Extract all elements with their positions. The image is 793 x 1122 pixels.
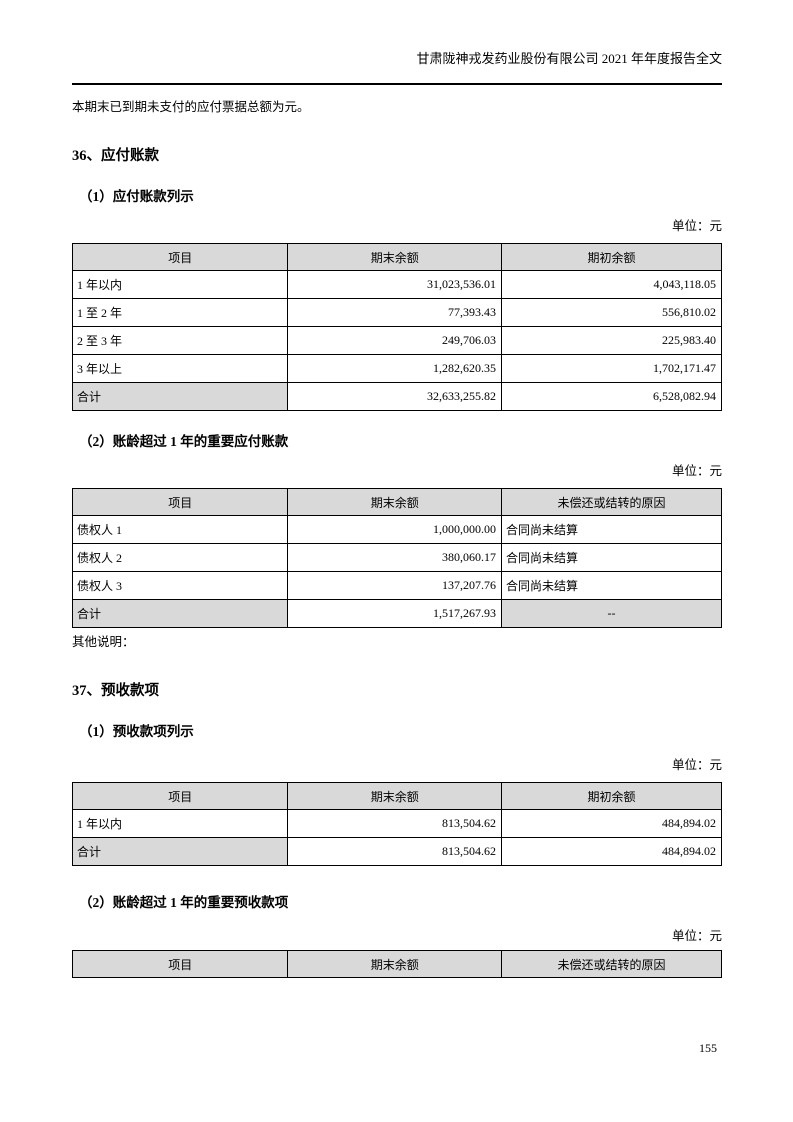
header-title: 甘肃陇神戎发药业股份有限公司 2021 年年度报告全文 (416, 51, 722, 66)
column-header-item: 项目 (71, 488, 289, 516)
table-row: 2 至 3 年 249,706.03 225,983.40 (71, 326, 723, 355)
amount-cell: 556,810.02 (500, 298, 723, 327)
total-label-cell: 合计 (71, 382, 289, 411)
column-header-reason: 未偿还或结转的原因 (500, 488, 723, 516)
unit-label: 单位：元 (671, 758, 722, 772)
advances-received-table: 项目 期末余额 期初余额 1 年以内 813,504.62 484,894.02… (71, 782, 723, 866)
column-header-item: 项目 (71, 782, 289, 810)
row-label-cell: 3 年以上 (71, 354, 289, 383)
amount-cell: 1,282,620.35 (287, 354, 502, 383)
column-header-beginning-balance: 期初余额 (500, 243, 723, 271)
reason-cell: 合同尚未结算 (500, 571, 723, 600)
row-label-cell: 债权人 3 (71, 571, 289, 600)
unit-label: 单位：元 (671, 464, 722, 478)
amount-cell: 4,043,118.05 (500, 270, 723, 299)
table-row: 1 年以内 813,504.62 484,894.02 (71, 809, 723, 838)
other-notes-label: 其他说明： (72, 635, 135, 649)
table-row: 1 年以内 31,023,536.01 4,043,118.05 (71, 270, 723, 299)
column-header-reason: 未偿还或结转的原因 (500, 950, 723, 978)
page-content: 甘肃陇神戎发药业股份有限公司 2021 年年度报告全文 本期末已到期未支付的应付… (71, 0, 723, 978)
row-label-cell: 2 至 3 年 (71, 326, 289, 355)
amount-cell: 1,000,000.00 (287, 515, 502, 544)
unit-label: 单位：元 (671, 219, 722, 233)
table-header-row: 项目 期末余额 期初余额 (71, 782, 723, 810)
amount-cell: 31,023,536.01 (287, 270, 502, 299)
total-label-cell: 合计 (71, 837, 289, 866)
amount-cell: 484,894.02 (500, 809, 723, 838)
section-37-sub1-title: （1）预收款项列示 (79, 724, 194, 739)
column-header-ending-balance: 期末余额 (287, 950, 502, 978)
accounts-payable-aging-table: 项目 期末余额 期初余额 1 年以内 31,023,536.01 4,043,1… (71, 243, 723, 411)
total-amount-cell: 484,894.02 (500, 837, 723, 866)
table-row: 3 年以上 1,282,620.35 1,702,171.47 (71, 354, 723, 383)
amount-cell: 1,702,171.47 (500, 354, 723, 383)
table-header-row: 项目 期末余额 未偿还或结转的原因 (71, 488, 723, 516)
total-amount-cell: 32,633,255.82 (287, 382, 502, 411)
total-label-cell: 合计 (71, 599, 289, 628)
row-label-cell: 债权人 2 (71, 543, 289, 572)
page-footer: 155 (699, 1041, 717, 1056)
table-total-row: 合计 1,517,267.93 -- (71, 599, 723, 628)
section-37-title: 37、预收款项 (72, 683, 159, 699)
amount-cell: 77,393.43 (287, 298, 502, 327)
row-label-cell: 债权人 1 (71, 515, 289, 544)
total-amount-cell: 1,517,267.93 (287, 599, 502, 628)
amount-cell: 380,060.17 (287, 543, 502, 572)
important-payables-over-1-year-table: 项目 期末余额 未偿还或结转的原因 债权人 1 1,000,000.00 合同尚… (71, 488, 723, 628)
table-row: 债权人 1 1,000,000.00 合同尚未结算 (71, 515, 723, 544)
column-header-item: 项目 (71, 243, 289, 271)
total-amount-cell: 6,528,082.94 (500, 382, 723, 411)
page-number: 155 (699, 1041, 717, 1055)
section-36-sub2-title: （2）账龄超过 1 年的重要应付账款 (79, 434, 289, 449)
important-advances-over-1-year-table: 项目 期末余额 未偿还或结转的原因 (71, 950, 723, 978)
column-header-item: 项目 (71, 950, 289, 978)
table-header-row: 项目 期末余额 期初余额 (71, 243, 723, 271)
table-row: 债权人 2 380,060.17 合同尚未结算 (71, 543, 723, 572)
column-header-ending-balance: 期末余额 (287, 488, 502, 516)
column-header-ending-balance: 期末余额 (287, 782, 502, 810)
table-header-row: 项目 期末余额 未偿还或结转的原因 (71, 950, 723, 978)
unit-label: 单位：元 (671, 929, 722, 943)
table-row: 1 至 2 年 77,393.43 556,810.02 (71, 298, 723, 327)
amount-cell: 249,706.03 (287, 326, 502, 355)
table-total-row: 合计 813,504.62 484,894.02 (71, 837, 723, 866)
section-36-sub1-title: （1）应付账款列示 (79, 189, 194, 204)
row-label-cell: 1 年以内 (71, 270, 289, 299)
amount-cell: 225,983.40 (500, 326, 723, 355)
amount-cell: 137,207.76 (287, 571, 502, 600)
intro-paragraph: 本期末已到期未支付的应付票据总额为元。 (72, 100, 310, 114)
reason-cell: 合同尚未结算 (500, 543, 723, 572)
document-header: 甘肃陇神戎发药业股份有限公司 2021 年年度报告全文 (72, 0, 722, 67)
column-header-ending-balance: 期末余额 (287, 243, 502, 271)
amount-cell: 813,504.62 (287, 809, 502, 838)
section-36-title: 36、应付账款 (72, 148, 159, 164)
table-total-row: 合计 32,633,255.82 6,528,082.94 (71, 382, 723, 411)
section-37-sub2-title: （2）账龄超过 1 年的重要预收款项 (79, 895, 289, 910)
reason-cell: 合同尚未结算 (500, 515, 723, 544)
column-header-beginning-balance: 期初余额 (500, 782, 723, 810)
table-row: 债权人 3 137,207.76 合同尚未结算 (71, 571, 723, 600)
total-amount-cell: 813,504.62 (287, 837, 502, 866)
row-label-cell: 1 至 2 年 (71, 298, 289, 327)
dash-cell: -- (500, 599, 723, 628)
row-label-cell: 1 年以内 (71, 809, 289, 838)
header-divider (72, 83, 722, 85)
